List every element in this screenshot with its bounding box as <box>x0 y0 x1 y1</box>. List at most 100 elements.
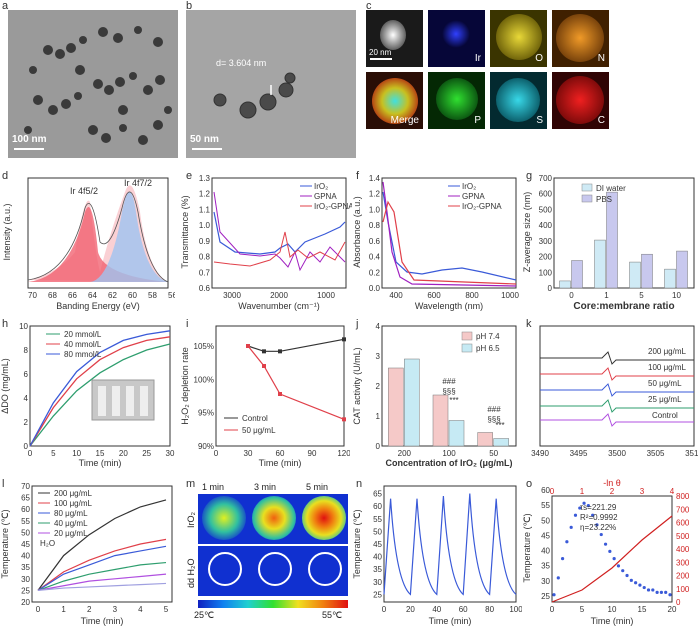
l-xtick-1: 1 <box>61 605 66 614</box>
tile-c-label: C <box>597 115 605 126</box>
o-xtick-1: 5 <box>580 605 585 614</box>
l-ytick-5: 45 <box>21 540 30 549</box>
e-ytick-7: 1.3 <box>199 174 211 183</box>
n-ytick-0: 25 <box>373 590 382 599</box>
sig-j-4: *** <box>495 421 504 430</box>
bar-g-3-0 <box>664 268 676 289</box>
e-ytick-0: 0.6 <box>199 284 211 293</box>
k-xtick-1: 3495 <box>570 449 588 458</box>
panel-letter-g: g <box>526 170 533 182</box>
legend-j-1: pH 7.4 <box>476 332 500 341</box>
chart-n: 25 30 35 40 45 50 55 60 65 0 20 40 60 80 100 Time (mi… <box>352 485 522 626</box>
o-point-15 <box>616 564 621 568</box>
k-label-2: 100 μg/mL <box>648 363 687 372</box>
ylabel-l: Temperature (℃) <box>0 509 10 578</box>
legend-g-2: PBS <box>596 195 612 204</box>
j-xtick-1: 100 <box>442 449 456 458</box>
o-ytick-6: 55 <box>541 501 550 510</box>
d-xtick-5: 60 <box>128 291 137 300</box>
thermal-3min <box>252 496 296 540</box>
h-ytick-5: 10 <box>19 322 28 331</box>
i-point-1-3 <box>342 417 346 422</box>
legend-f-1: IrO₂ <box>462 182 476 191</box>
chart-o: -ln θ 25 30 35 40 45 50 55 60 0 5 10 15 20 0 1 2 3 4 0 1… <box>522 478 690 626</box>
h-series-2 <box>29 330 171 447</box>
colorbar-max: 55℃ <box>322 610 343 620</box>
j-ytick-4: 4 <box>376 322 381 331</box>
f-ytick-0: 0.0 <box>369 284 381 293</box>
f-ytick-4: 0.8 <box>369 221 381 230</box>
legend-l-6: H₂O <box>40 539 55 548</box>
chart-d: Ir 4f5/2 Ir 4f7/2 70 68 66 64 62 60 58 56 Bandi… <box>2 177 175 311</box>
o-top-xtick-2: 2 <box>610 487 615 496</box>
d-xtick-4: 62 <box>108 291 117 300</box>
scale-bar-b: 50 nm <box>190 134 219 145</box>
o-top-xtick-0: 0 <box>550 487 555 496</box>
o-ytick-0: 25 <box>541 592 550 601</box>
i-point-0-3 <box>342 337 346 342</box>
l-xtick-0: 0 <box>36 605 41 614</box>
g-ytick-1: 100 <box>539 268 553 277</box>
xlabel-e: Wavenumber (cm⁻¹) <box>238 301 319 311</box>
e-xtick-1: 2000 <box>270 291 288 300</box>
tile-s: S <box>490 72 547 129</box>
tile-o: O <box>490 10 547 67</box>
d-xtick-3: 64 <box>88 291 97 300</box>
o-point-0 <box>552 593 556 597</box>
legend-l-3: 80 μg/mL <box>54 509 88 518</box>
tile-n: N <box>552 10 609 67</box>
n-ytick-8: 65 <box>373 490 382 499</box>
h-xtick-1: 5 <box>51 449 56 458</box>
bar-j-0-1 <box>404 358 420 447</box>
o-point-27 <box>668 593 672 597</box>
o-point-14 <box>612 557 616 561</box>
legend-i-1: Control <box>242 414 268 423</box>
n-ytick-7: 60 <box>373 502 382 511</box>
o-point-25 <box>659 590 664 594</box>
d-xtick-2: 66 <box>68 291 77 300</box>
j-xtick-0: 200 <box>398 449 412 458</box>
xlabel-l: Time (min) <box>81 616 124 626</box>
o-ytick-5: 50 <box>541 516 550 525</box>
f-ytick-6: 1.2 <box>369 190 381 199</box>
l-ytick-4: 40 <box>21 552 30 561</box>
i-series-1 <box>247 345 345 420</box>
o-point-26 <box>664 590 668 594</box>
k-xtick-4: 3510 <box>685 449 698 458</box>
sig-j-6: §§§ <box>487 415 500 424</box>
o-text-1: τs=221.29 <box>580 503 617 512</box>
bar-j-2-0 <box>477 432 493 447</box>
bar-j-1-1 <box>448 420 465 447</box>
scale-bar-c: 20 nm <box>369 48 392 57</box>
h-ytick-0: 0 <box>24 442 29 451</box>
top-axis-label: -ln θ <box>603 478 621 488</box>
bar-j-0-0 <box>388 367 404 447</box>
n-ytick-6: 55 <box>373 515 382 524</box>
o-point-4 <box>569 525 573 529</box>
xlabel-o: Time (min) <box>591 616 634 626</box>
l-xtick-3: 3 <box>113 605 118 614</box>
o-ytick-4: 45 <box>541 531 550 540</box>
n-xtick-3: 60 <box>459 605 468 614</box>
n-xtick-1: 20 <box>406 605 415 614</box>
i-ytick-1: 95% <box>198 409 214 418</box>
o-point-13 <box>608 549 612 554</box>
xlabel-j: Concentration of IrO₂ (μg/mL) <box>386 458 513 468</box>
l-series-2 <box>37 545 167 591</box>
tem-image-b: d= 3.604 nm 50 nm <box>186 10 356 158</box>
o-text-2: R²=0.9992 <box>580 513 618 522</box>
n-ytick-2: 35 <box>373 565 382 574</box>
legend-j-2: pH 6.5 <box>476 344 500 353</box>
colorbar <box>198 600 348 608</box>
j-ytick-2: 2 <box>376 382 381 391</box>
panel-letter-a: a <box>2 0 9 12</box>
legend-e-3: IrO₂-GPNA <box>314 202 352 211</box>
o-point-8 <box>586 504 590 508</box>
f-xtick-3: 1000 <box>501 291 519 300</box>
i-point-1-2 <box>278 392 282 396</box>
o-top-xtick-1: 1 <box>580 487 585 496</box>
water-3min <box>258 552 292 586</box>
chart-i: 90% 95% 100% 105% 0 30 60 90 120 Control 50 μg/… <box>180 325 350 468</box>
legend-l-1: 200 μg/mL <box>54 489 93 498</box>
